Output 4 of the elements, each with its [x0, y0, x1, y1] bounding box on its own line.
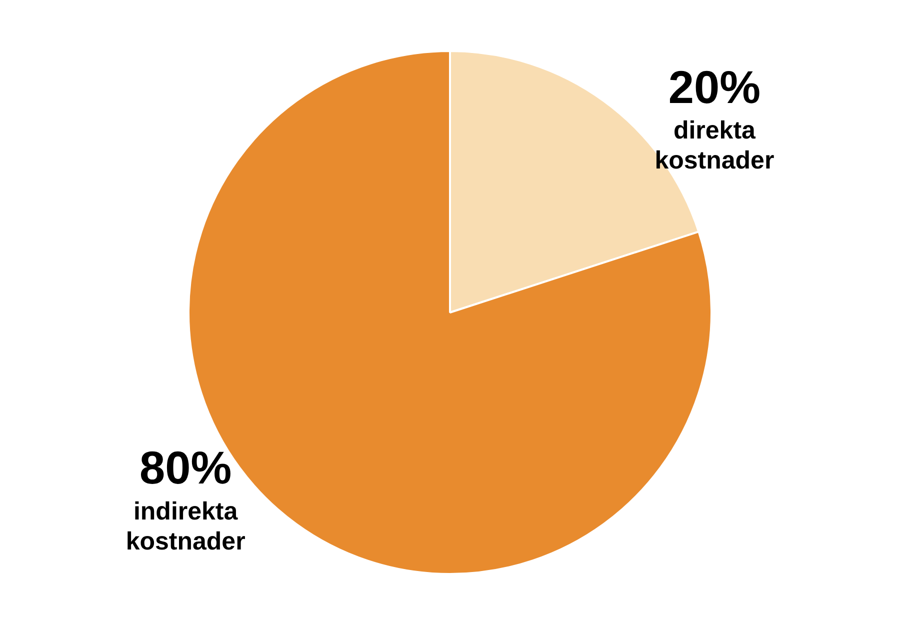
- data-label: 20%: [668, 60, 760, 113]
- data-label: 80%: [140, 442, 232, 494]
- slice-label: indirekta kostnader: [126, 497, 246, 556]
- slice-label: direkta kostnader: [654, 116, 774, 174]
